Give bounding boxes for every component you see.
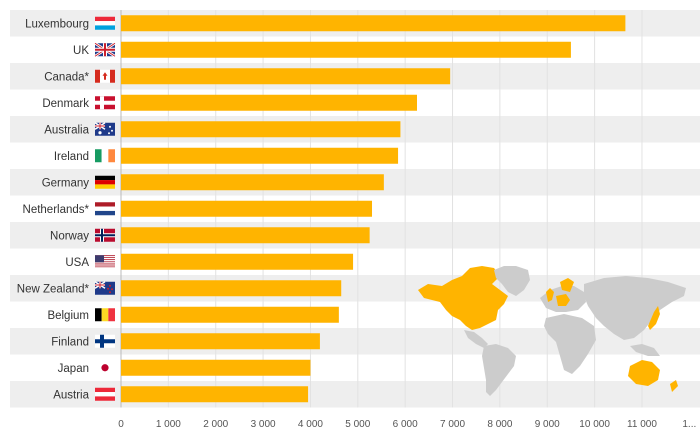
x-axis-ticks: 0 1 000 2 000 3 000 4 000 5 000 6 000 7 000 8 00… [118,419,696,430]
category-labels: Luxembourg UK Canada* Denmark Australia Irela… [17,18,90,401]
x-tick-label: 7 000 [440,419,465,430]
bar [121,253,354,270]
netherlands-flag-icon [95,202,115,216]
bar [121,94,417,111]
map-central-america [464,330,488,348]
germany-flag-icon [95,175,115,189]
bar [121,359,311,376]
category-label: Finland [51,336,89,348]
map-africa [544,314,596,374]
belgium-flag-icon [95,308,115,322]
category-label: Netherlands* [23,204,90,216]
bar [121,68,451,85]
x-tick-label: 5 000 [345,419,370,430]
bar [121,280,342,297]
category-label: USA [65,257,89,269]
map-asia [584,276,686,340]
canada-flag-icon [95,69,115,83]
bar [121,333,320,350]
x-tick-label: 1... [682,419,696,430]
map-north-america [418,266,508,330]
bar [121,121,401,138]
uk-flag-icon [94,42,116,58]
category-label: Germany [42,177,90,189]
norway-flag-icon [95,228,115,242]
map-australia [628,360,660,386]
category-label: Australia [44,124,89,136]
map-new-zealand [670,380,678,392]
x-tick-label: 4 000 [298,419,323,430]
category-label: New Zealand* [17,283,90,295]
luxembourg-flag-icon [95,16,115,30]
australia-flag-icon [94,122,115,136]
denmark-flag-icon [95,96,115,110]
x-tick-label: 0 [118,419,124,430]
category-label: Japan [58,363,89,375]
japan-flag-icon [95,361,115,375]
finland-flag-icon [95,334,115,348]
map-south-america [482,344,516,396]
bars [121,15,626,403]
bar [121,174,384,191]
bar [121,306,339,323]
bar [121,386,309,403]
category-label: Denmark [42,98,89,110]
x-tick-label: 8 000 [487,419,512,430]
map-europe-highlight [546,278,574,306]
x-tick-label: 9 000 [535,419,560,430]
map-japan [648,306,660,330]
map-se-asia [630,344,660,356]
bar [121,200,373,217]
category-label: UK [73,45,89,57]
austria-flag-icon [95,387,115,401]
x-tick-label: 6 000 [393,419,418,430]
category-label: Austria [53,389,89,401]
x-tick-label: 3 000 [251,419,276,430]
new-zealand-flag-icon [94,281,115,295]
x-tick-label: 11 000 [627,419,657,430]
bar [121,15,626,32]
usa-flag-icon [95,255,115,269]
x-tick-label: 10 000 [579,419,610,430]
map-greenland [494,266,530,296]
category-label: Canada* [44,71,89,83]
bar [121,227,370,244]
world-map [418,266,686,396]
x-tick-label: 2 000 [203,419,228,430]
flags [94,16,116,401]
x-tick-label: 1 000 [156,419,181,430]
bar [121,41,571,58]
category-label: Norway [50,230,89,242]
category-label: Luxembourg [25,18,89,30]
ireland-flag-icon [95,149,115,163]
bar [121,147,399,164]
category-label: Belgium [47,310,89,322]
category-label: Ireland [54,151,89,163]
